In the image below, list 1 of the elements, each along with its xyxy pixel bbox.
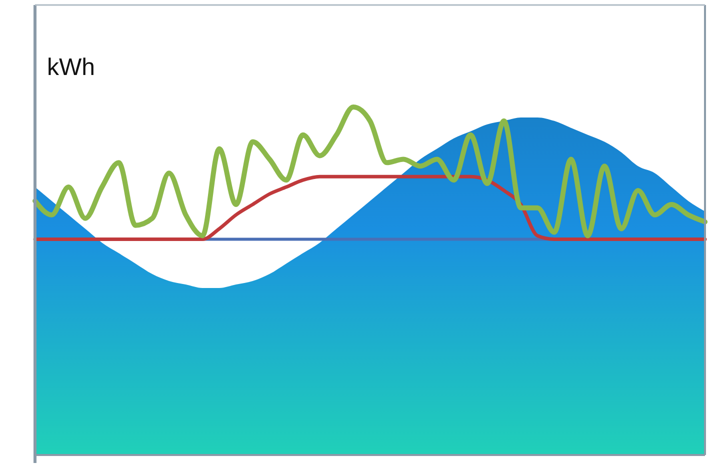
- y-axis-title: kWh: [47, 54, 95, 81]
